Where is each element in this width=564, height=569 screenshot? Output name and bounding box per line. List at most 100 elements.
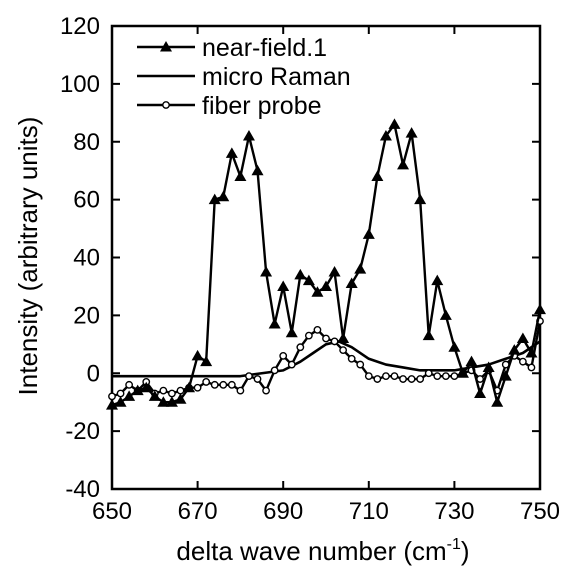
fiber-probe-circle-marker <box>399 375 407 383</box>
near-field-1-triangle-marker <box>525 346 538 358</box>
near-field-1-triangle-marker <box>337 332 350 344</box>
near-field-1-triangle-marker <box>200 355 213 367</box>
y-tick-label: 60 <box>73 187 100 214</box>
x-axis-title-main: delta wave number (cm <box>176 536 446 566</box>
near-field-1-triangle-marker <box>148 390 161 401</box>
x-axis-ticks: 650 670 690 710 730 750 <box>92 26 560 525</box>
near-field-1-triangle-marker <box>217 190 230 202</box>
near-field-1-triangle-marker <box>123 390 136 401</box>
fiber-probe-circle-marker <box>176 386 185 395</box>
y-tick-label: 20 <box>73 302 100 329</box>
series-fiber-probe <box>108 317 544 401</box>
near-field-1-triangle-marker <box>328 265 341 277</box>
x-axis-title-close: ) <box>461 536 470 566</box>
legend-item-near-field-1: near-field.1 <box>137 34 327 62</box>
fiber-probe-circle-marker <box>373 375 382 383</box>
near-field-1-triangle-marker <box>499 370 512 381</box>
fiber-probe-circle-marker <box>304 331 313 340</box>
near-field-1-triangle-marker <box>191 349 204 361</box>
near-field-1-triangle-marker <box>165 396 178 407</box>
near-field-1-triangle-marker <box>431 274 444 286</box>
near-field-1-triangle-marker <box>320 280 332 291</box>
fiber-probe-circle-marker <box>296 343 305 352</box>
fiber-probe-circle-marker <box>210 380 219 389</box>
series-layer <box>106 118 546 410</box>
fiber-probe-circle-marker <box>159 386 168 395</box>
fiber-probe-circle-marker <box>253 375 262 383</box>
near-field-1-triangle-marker <box>379 129 392 141</box>
fiber-probe-circle-marker <box>202 378 211 386</box>
near-field-1-triangle-marker <box>157 396 170 407</box>
series-line-near-field-1 <box>111 123 542 407</box>
fiber-probe-circle-marker <box>339 346 348 354</box>
y-tick-label: 120 <box>60 13 100 40</box>
legend-label: micro Raman <box>202 63 351 91</box>
near-field-1-triangle-marker <box>465 355 478 367</box>
near-field-1-triangle-marker <box>474 387 487 399</box>
legend-label: near-field.1 <box>202 34 327 62</box>
fiber-probe-circle-marker <box>356 360 365 369</box>
near-field-1-triangle-marker <box>183 381 196 393</box>
x-tick-label: 690 <box>263 498 303 525</box>
fiber-probe-circle-marker <box>347 354 356 363</box>
near-field-1-triangle-marker <box>268 318 281 329</box>
near-field-1-triangle-marker <box>106 399 118 410</box>
near-field-1-triangle-marker <box>131 384 144 396</box>
fiber-probe-circle-marker <box>227 380 236 389</box>
legend-near-field-1-triangle-marker <box>160 41 172 52</box>
y-tick-label: -40 <box>65 476 100 503</box>
x-tick-label: 670 <box>178 498 218 525</box>
fiber-probe-circle-marker <box>441 372 450 381</box>
y-axis-ticks: -40 -20 0 20 40 60 80 100 120 <box>60 13 540 503</box>
x-axis-title-superscript: -1 <box>447 536 461 553</box>
x-tick-label: 730 <box>434 498 474 525</box>
fiber-probe-circle-marker <box>313 325 322 334</box>
legend-label: fiber probe <box>202 92 322 120</box>
fiber-probe-circle-marker <box>322 334 330 343</box>
near-field-1-triangle-marker <box>534 303 546 315</box>
fiber-probe-circle-marker <box>390 372 399 381</box>
series-micro-raman <box>112 340 541 378</box>
near-field-1-triangle-marker <box>114 396 127 407</box>
fiber-probe-circle-marker <box>168 389 176 398</box>
fiber-probe-circle-marker <box>116 389 125 398</box>
near-field-1-triangle-marker <box>422 329 435 341</box>
near-field-1-triangle-marker <box>491 396 504 407</box>
fiber-probe-circle-marker <box>193 383 202 392</box>
y-tick-label: 100 <box>60 71 100 98</box>
plot-area-border <box>110 24 542 491</box>
y-axis-title: Intensity (arbitrary units) <box>13 117 43 396</box>
fiber-probe-circle-marker <box>518 357 527 366</box>
y-tick-label: 0 <box>87 360 100 387</box>
fiber-probe-circle-marker <box>407 375 416 383</box>
near-field-1-triangle-marker <box>242 129 255 141</box>
fiber-probe-circle-marker <box>424 369 433 378</box>
y-tick-label: 80 <box>73 129 100 156</box>
fiber-probe-circle-marker <box>382 372 390 381</box>
near-field-1-triangle-marker <box>482 361 495 372</box>
fiber-probe-circle-marker <box>125 380 134 389</box>
near-field-1-triangle-marker <box>388 118 401 129</box>
near-field-1-triangle-marker <box>405 127 418 138</box>
near-field-1-triangle-marker <box>234 170 247 181</box>
near-field-1-triangle-marker <box>371 170 384 181</box>
fiber-probe-circle-marker <box>245 372 253 381</box>
fiber-probe-circle-marker <box>262 386 270 395</box>
near-field-1-triangle-marker <box>302 274 315 286</box>
x-tick-label: 650 <box>92 498 132 525</box>
series-near-field-1 <box>106 118 546 410</box>
legend-fiber-probe-circle-marker <box>162 101 170 109</box>
fiber-probe-circle-marker <box>364 372 373 381</box>
near-field-1-triangle-marker <box>397 158 410 170</box>
x-axis-title: delta wave number (cm-1) <box>176 536 469 566</box>
near-field-1-triangle-marker <box>448 341 461 352</box>
fiber-probe-circle-marker <box>236 386 245 395</box>
near-field-1-triangle-marker <box>260 265 273 277</box>
series-line-fiber-probe <box>111 320 542 398</box>
fiber-probe-circle-marker <box>279 351 288 360</box>
fiber-probe-circle-marker <box>287 360 296 369</box>
near-field-1-triangle-marker <box>354 263 367 274</box>
x-tick-label: 750 <box>520 498 560 525</box>
near-field-1-triangle-marker <box>251 164 264 176</box>
